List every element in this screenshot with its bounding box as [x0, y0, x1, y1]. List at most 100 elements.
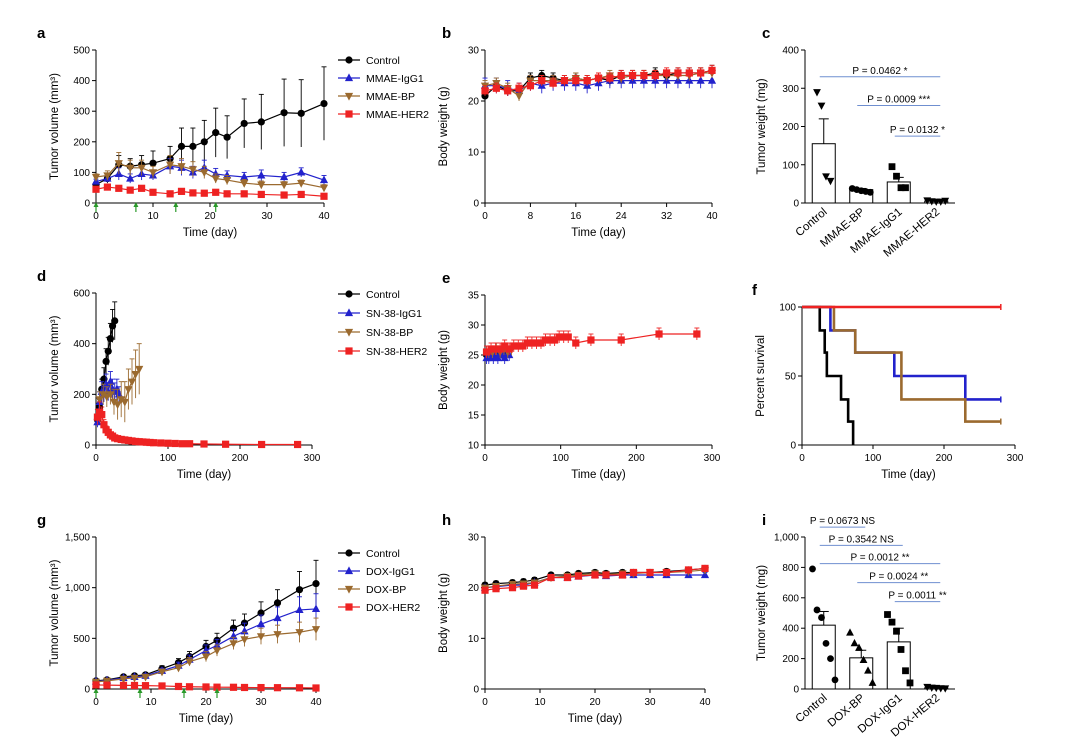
panel-g: g 0 500 1,000 1,500 0 10 20 30 40 Time (day) Tumor …	[37, 512, 420, 725]
y-axis-label: Tumor weight (mg)	[756, 565, 768, 661]
y-tick-label: 1,000	[65, 583, 90, 594]
y-tick-label: 20	[468, 381, 480, 392]
series-line	[95, 684, 317, 689]
data-point	[496, 345, 504, 353]
data-point	[662, 568, 671, 577]
data-point	[189, 142, 197, 150]
data-point	[150, 439, 158, 447]
x-tick-label: Control	[794, 206, 830, 239]
series-Control	[93, 301, 119, 425]
y-tick-label: 200	[782, 122, 799, 133]
data-point	[240, 636, 249, 644]
y-axis-label: Tumor volume (mm³)	[49, 559, 61, 666]
data-point	[574, 572, 583, 580]
panel-d: d 0 200 400 600 0 100 200 300 Time (day) Tumor vol…	[37, 268, 427, 481]
data-point	[809, 565, 816, 573]
significance-label: P = 0.0132 *	[890, 125, 945, 136]
data-point	[240, 180, 249, 188]
data-point	[121, 436, 129, 444]
data-point	[515, 84, 523, 92]
data-point	[547, 573, 555, 582]
dose-arrow-head	[173, 202, 179, 207]
data-point	[537, 339, 545, 347]
legend-marker	[345, 347, 353, 355]
bar-group-Control	[809, 565, 839, 690]
x-tick-label: 0	[93, 453, 99, 464]
data-point	[528, 339, 536, 347]
data-point	[563, 573, 572, 582]
x-tick-label: 200	[628, 453, 645, 464]
data-point	[98, 411, 106, 419]
data-point	[202, 683, 210, 691]
data-point	[95, 396, 104, 404]
data-point	[200, 138, 208, 146]
significance-annotation: P = 0.0012 **	[819, 553, 941, 565]
data-point	[708, 66, 716, 74]
y-tick-label: 10	[468, 634, 480, 645]
legend-marker	[345, 56, 353, 64]
panel-label: a	[37, 25, 46, 42]
data-point	[280, 191, 288, 199]
data-point	[555, 333, 563, 341]
data-point	[884, 611, 891, 618]
x-tick-label: Control	[794, 692, 830, 725]
data-point	[572, 339, 580, 347]
data-point	[256, 619, 266, 628]
series-Control	[92, 66, 328, 189]
data-point	[257, 683, 265, 692]
x-tick-label: 200	[232, 453, 249, 464]
y-axis-label: Tumor volume (mm³)	[49, 315, 61, 422]
data-point	[888, 163, 896, 171]
data-point	[229, 624, 238, 632]
data-point	[295, 586, 304, 594]
data-point	[491, 345, 500, 353]
data-point	[481, 586, 489, 594]
x-tick-label: 200	[936, 453, 953, 464]
y-tick-label: 0	[793, 685, 799, 696]
data-point	[135, 365, 144, 374]
data-point	[818, 614, 825, 621]
data-point	[174, 664, 183, 673]
data-point	[297, 190, 305, 199]
significance-label: P = 0.0009 ***	[867, 94, 930, 105]
data-point	[591, 571, 599, 579]
data-point	[229, 640, 238, 648]
y-tick-label: 100	[782, 160, 799, 171]
data-point	[906, 679, 914, 687]
y-tick-label: 600	[73, 289, 90, 300]
legend-marker	[344, 308, 354, 317]
data-point	[223, 170, 232, 179]
data-point	[148, 169, 158, 177]
series-line	[484, 567, 706, 591]
data-point	[113, 401, 122, 410]
data-point	[109, 398, 119, 407]
data-point	[893, 627, 900, 635]
data-point	[126, 164, 135, 173]
y-tick-label: 0	[84, 685, 90, 696]
x-tick-label: 30	[255, 697, 267, 708]
data-point	[487, 345, 495, 353]
data-point	[92, 681, 100, 689]
data-point	[564, 333, 572, 341]
series-MMAE-HER2	[92, 183, 328, 200]
data-point	[91, 173, 101, 182]
data-point	[701, 564, 709, 573]
legend-label: MMAE-HER2	[366, 109, 429, 121]
y-axis-label: Tumor weight (mg)	[756, 78, 768, 174]
data-point	[311, 604, 321, 613]
data-point	[92, 185, 100, 193]
data-point	[229, 683, 238, 691]
significance-label: P = 0.0673 NS	[810, 516, 875, 527]
series-MMAE-HER2	[481, 64, 716, 96]
data-point	[868, 678, 877, 686]
data-point	[212, 647, 222, 656]
data-point	[312, 580, 320, 588]
data-point	[149, 188, 157, 196]
data-point	[200, 440, 208, 448]
data-point	[831, 676, 839, 684]
bar-group-MMAE-BP	[848, 185, 874, 204]
data-point	[514, 342, 522, 350]
data-point	[200, 189, 208, 197]
legend-label: MMAE-IgG1	[366, 73, 424, 85]
data-point	[519, 582, 528, 590]
